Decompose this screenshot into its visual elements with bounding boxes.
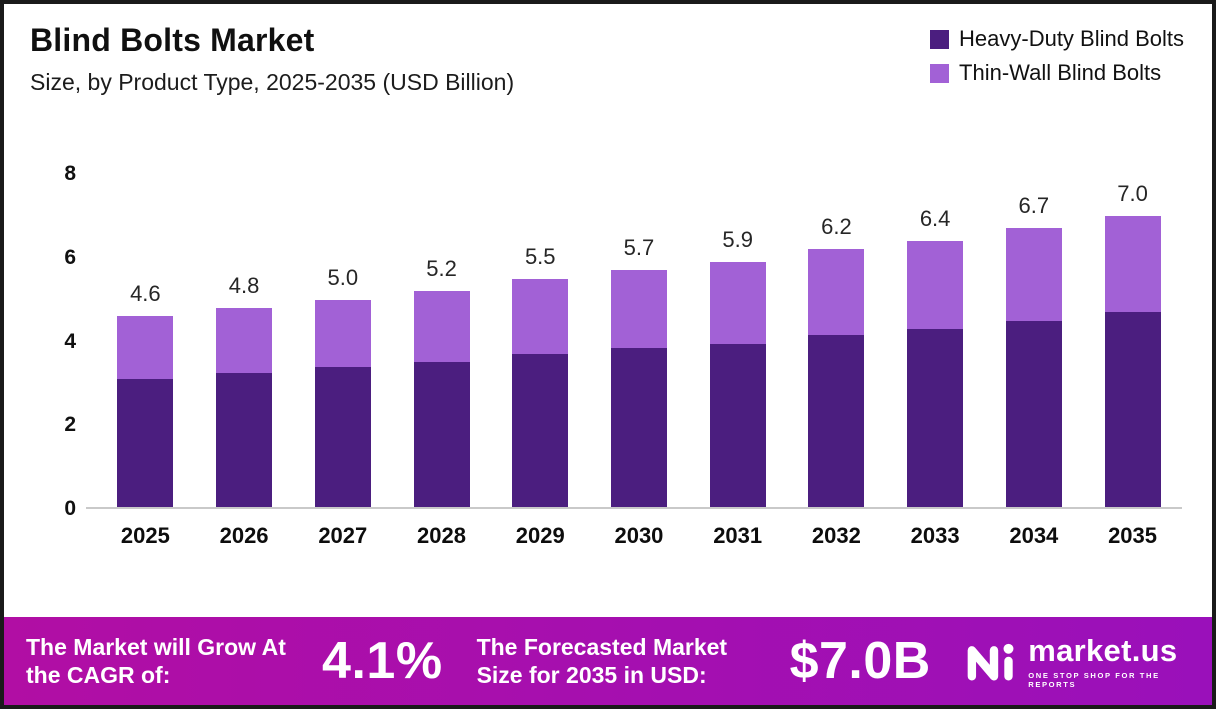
bar-segment-thin-wall	[413, 291, 470, 363]
x-axis-label-2031: 2031	[713, 523, 763, 548]
brand-tagline: ONE STOP SHOP FOR THE REPORTS	[1028, 671, 1160, 689]
legend-label-thin-wall: Thin-Wall Blind Bolts	[959, 60, 1162, 85]
y-tick-label: 8	[64, 162, 76, 185]
x-axis-label-2028: 2028	[417, 523, 466, 548]
forecast-label: The Forecasted Market Size for 2035 in U…	[476, 633, 728, 688]
bar-segment-heavy-duty	[512, 354, 569, 509]
bar-segment-thin-wall	[709, 261, 766, 344]
bar-total-label: 5.9	[722, 226, 753, 252]
brand-text: market.us ONE STOP SHOP FOR THE REPORTS	[1028, 633, 1186, 689]
bar-stack	[117, 316, 174, 509]
bar-segment-heavy-duty	[808, 335, 865, 509]
x-axis-label-2027: 2027	[318, 523, 368, 548]
x-axis-label-2029: 2029	[515, 523, 565, 548]
market-us-logo-icon	[967, 643, 1014, 681]
legend: Heavy-Duty Blind Bolts Thin-Wall Blind B…	[930, 22, 1184, 86]
bar-stack	[709, 261, 766, 509]
bar-column-2027: 5.0	[313, 174, 373, 509]
bar-column-2028: 5.2	[412, 174, 472, 509]
bar-segment-thin-wall	[808, 249, 865, 336]
x-axis-labels: 2025 2026 2027 2028 2029 2030 2031 2032 2033 2034…	[96, 523, 1182, 549]
bar-total-label: 4.6	[130, 281, 161, 307]
x-axis-label-2032: 2032	[811, 523, 861, 548]
bar-column-2026: 4.8	[214, 174, 274, 509]
bar-stack	[907, 241, 964, 509]
bar-total-label: 5.0	[327, 264, 359, 290]
x-axis-label-2025: 2025	[120, 523, 170, 548]
bar-column-2029: 5.5	[510, 174, 570, 509]
bar-total-label: 7.0	[1117, 180, 1148, 206]
bar-segment-heavy-duty	[1104, 312, 1161, 509]
legend-label-heavy-duty: Heavy-Duty Blind Bolts	[959, 26, 1184, 51]
bar-segment-thin-wall	[216, 308, 273, 373]
page-title: Blind Bolts Market	[30, 22, 315, 58]
bar-segment-heavy-duty	[907, 328, 964, 509]
bar-segment-heavy-duty	[709, 343, 766, 509]
bar-total-label: 5.7	[623, 235, 655, 261]
bar-stack	[216, 308, 273, 509]
bar-segment-thin-wall	[610, 270, 667, 348]
bar-segment-heavy-duty	[610, 347, 667, 509]
bar-segment-thin-wall	[907, 241, 964, 329]
bar-segment-heavy-duty	[1005, 320, 1062, 509]
bar-segment-thin-wall	[512, 278, 569, 355]
bar-segment-heavy-duty	[117, 379, 174, 509]
x-axis-line	[86, 507, 1182, 509]
bar-column-2031: 5.9	[708, 174, 768, 509]
stacked-bar-chart: 0 2 4 6 8 4.6 4.8 5.0 5.2 5.5 5.7 5.9 6.2 6.4 6.7 7.0	[34, 162, 1182, 520]
x-axis-label-2026: 2026	[219, 523, 269, 548]
legend-item-heavy-duty: Heavy-Duty Blind Bolts	[930, 26, 1184, 52]
y-axis: 0 2 4 6 8	[34, 162, 86, 520]
bar-column-2034: 6.7	[1004, 174, 1064, 509]
bar-stack	[413, 291, 470, 509]
bar-segment-heavy-duty	[216, 372, 273, 509]
bar-stack	[1005, 228, 1062, 509]
cagr-label: The Market will Grow At the CAGR of:	[26, 633, 286, 688]
page-subtitle: Size, by Product Type, 2025-2035 (USD Bi…	[30, 69, 515, 95]
bar-total-label: 6.7	[1018, 193, 1050, 219]
bar-stack	[808, 249, 865, 509]
bar-stack	[512, 278, 569, 509]
legend-swatch-heavy-duty	[930, 29, 950, 49]
y-tick-label: 4	[64, 329, 76, 353]
bar-segment-heavy-duty	[314, 366, 371, 509]
bar-total-label: 5.2	[426, 256, 457, 282]
bar-column-2033: 6.4	[905, 174, 965, 509]
bar-segment-thin-wall	[1104, 215, 1161, 313]
bar-total-label: 6.2	[821, 214, 852, 240]
bar-total-label: 5.5	[524, 243, 556, 269]
title-block: Blind Bolts Market Size, by Product Type…	[30, 22, 514, 96]
x-axis-label-2030: 2030	[614, 523, 664, 548]
bar-stack	[314, 299, 371, 509]
cagr-value: 4.1%	[322, 632, 443, 690]
plot-area: 4.6 4.8 5.0 5.2 5.5 5.7 5.9 6.2 6.4 6.7 7.0	[86, 174, 1182, 509]
y-tick-label: 6	[64, 245, 76, 269]
bar-column-2025: 4.6	[115, 174, 175, 509]
y-tick-label: 0	[64, 497, 76, 520]
bar-total-label: 4.8	[228, 273, 260, 298]
x-axis-label-2035: 2035	[1108, 523, 1158, 548]
bar-segment-thin-wall	[117, 316, 174, 380]
bar-stack	[610, 270, 667, 509]
bar-segment-heavy-duty	[413, 362, 470, 509]
legend-swatch-thin-wall	[930, 63, 950, 83]
bar-column-2035: 7.0	[1103, 174, 1163, 509]
brand-name: market.us	[1028, 633, 1178, 668]
footer-banner: The Market will Grow At the CAGR of: 4.1…	[4, 617, 1212, 705]
x-axis-label-2033: 2033	[910, 523, 960, 548]
bar-total-label: 6.4	[919, 206, 951, 231]
brand-logo: market.us ONE STOP SHOP FOR THE REPORTS	[965, 633, 1186, 689]
bar-column-2032: 6.2	[806, 174, 866, 509]
legend-item-thin-wall: Thin-Wall Blind Bolts	[930, 60, 1184, 86]
y-tick-label: 2	[64, 413, 76, 437]
bar-column-2030: 5.7	[609, 174, 669, 509]
forecast-value: $7.0B	[789, 632, 931, 690]
chart-header: Blind Bolts Market Size, by Product Type…	[4, 4, 1212, 96]
bar-stack	[1104, 215, 1161, 509]
bar-segment-thin-wall	[314, 299, 371, 367]
x-axis-label-2034: 2034	[1009, 523, 1059, 548]
bar-segment-thin-wall	[1005, 228, 1062, 321]
